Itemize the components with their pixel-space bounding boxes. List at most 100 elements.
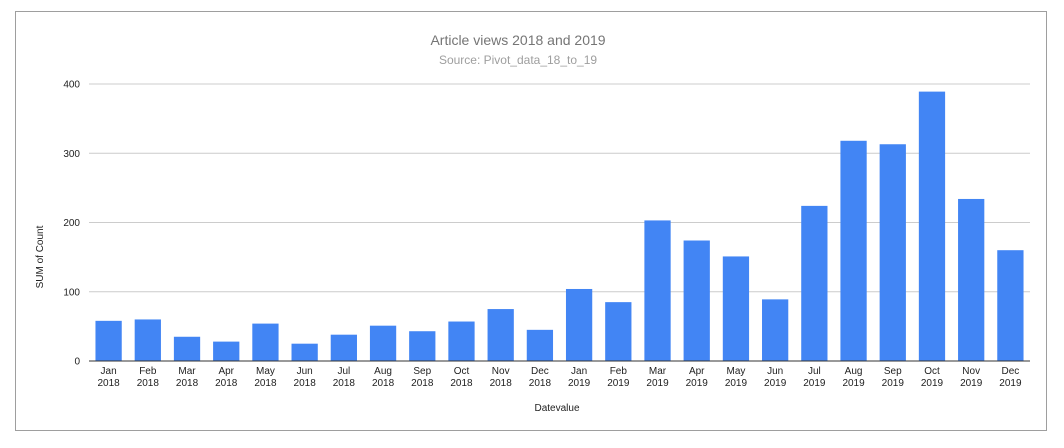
x-tick-year: 2018 xyxy=(490,378,513,389)
bar xyxy=(448,321,475,361)
x-tick-year: 2018 xyxy=(450,378,473,389)
bar xyxy=(369,325,397,361)
bar xyxy=(213,341,240,361)
x-tick-month: Sep xyxy=(413,366,431,377)
x-tick-year: 2019 xyxy=(568,378,591,389)
y-tick-label: 300 xyxy=(63,149,80,160)
x-tick-label: Aug 2018 xyxy=(372,366,395,389)
x-tick-year: 2019 xyxy=(921,378,944,389)
chart-subtitle: Source: Pivot_data_18_to_19 xyxy=(439,53,597,67)
x-tick-year: 2018 xyxy=(137,378,160,389)
x-tick-year: 2018 xyxy=(176,378,199,389)
bar xyxy=(644,220,671,361)
bar xyxy=(840,140,867,361)
bar xyxy=(683,240,710,361)
x-tick-year: 2019 xyxy=(646,378,669,389)
x-tick-label: Mar 2018 xyxy=(176,366,199,389)
x-tick-month: Apr xyxy=(218,366,234,377)
bar xyxy=(526,329,554,361)
x-tick-label: Oct 2019 xyxy=(921,366,944,389)
x-tick-label: Sep 2018 xyxy=(411,366,434,389)
x-tick-label: Jan 2019 xyxy=(568,366,591,389)
x-tick-label: Dec 2019 xyxy=(999,366,1022,389)
x-tick-label: Jul 2018 xyxy=(333,366,356,389)
x-tick-month: Feb xyxy=(139,366,157,377)
bar xyxy=(291,343,318,361)
bar xyxy=(173,336,201,361)
x-tick-month: Aug xyxy=(374,366,392,377)
bar xyxy=(801,205,828,361)
x-tick-month: Nov xyxy=(962,366,980,377)
y-tick-label: 0 xyxy=(74,357,80,368)
x-tick-label: Oct 2018 xyxy=(450,366,473,389)
x-tick-label: Feb 2018 xyxy=(137,366,160,389)
bar xyxy=(95,320,122,361)
bar xyxy=(997,250,1024,361)
x-tick-label: Nov 2018 xyxy=(490,366,513,389)
x-tick-year: 2019 xyxy=(999,378,1022,389)
x-tick-month: Nov xyxy=(492,366,510,377)
x-tick-month: Feb xyxy=(610,366,628,377)
x-tick-year: 2018 xyxy=(294,378,317,389)
x-tick-year: 2019 xyxy=(725,378,748,389)
x-tick-label: May 2018 xyxy=(254,366,277,389)
x-tick-month: Jul xyxy=(337,366,350,377)
x-tick-label: Jul 2019 xyxy=(803,366,826,389)
x-tick-month: Dec xyxy=(1001,366,1019,377)
y-tick-label: 400 xyxy=(63,80,80,91)
x-tick-year: 2019 xyxy=(960,378,983,389)
x-tick-month: Mar xyxy=(178,366,196,377)
x-tick-label: Aug 2019 xyxy=(842,366,865,389)
x-tick-year: 2019 xyxy=(686,378,709,389)
x-tick-year: 2019 xyxy=(882,378,905,389)
x-axis-label: Datevalue xyxy=(534,403,579,414)
bar xyxy=(605,302,632,361)
x-tick-label: Apr 2019 xyxy=(686,366,709,389)
x-tick-month: Jan xyxy=(571,366,587,377)
y-axis-ticks: 0 100 200 300 400 xyxy=(63,80,80,368)
y-tick-label: 200 xyxy=(63,218,80,229)
x-tick-month: Dec xyxy=(531,366,549,377)
x-tick-year: 2018 xyxy=(333,378,356,389)
x-tick-month: Jun xyxy=(767,366,783,377)
x-tick-month: Oct xyxy=(454,366,470,377)
bar xyxy=(134,319,161,361)
x-tick-month: Jul xyxy=(808,366,821,377)
x-tick-month: Sep xyxy=(884,366,902,377)
bar-chart: Article views 2018 and 2019 Source: Pivo… xyxy=(35,32,1030,414)
bar xyxy=(722,256,750,361)
x-tick-month: May xyxy=(256,366,275,377)
x-tick-label: May 2019 xyxy=(725,366,748,389)
bar xyxy=(330,334,357,361)
x-tick-month: May xyxy=(726,366,745,377)
bar xyxy=(918,91,946,362)
bar-series xyxy=(95,91,1024,362)
x-tick-year: 2018 xyxy=(529,378,552,389)
x-tick-label: Dec 2018 xyxy=(529,366,552,389)
x-tick-label: Nov 2019 xyxy=(960,366,983,389)
x-tick-year: 2018 xyxy=(411,378,434,389)
x-tick-month: Jan xyxy=(101,366,117,377)
bar xyxy=(252,323,279,361)
chart-frame: Article views 2018 and 2019 Source: Pivo… xyxy=(15,11,1047,431)
y-gridlines xyxy=(89,83,1030,293)
x-tick-label: Jun 2019 xyxy=(764,366,787,389)
x-tick-label: Sep 2019 xyxy=(882,366,905,389)
x-tick-label: Mar 2019 xyxy=(646,366,669,389)
x-tick-year: 2019 xyxy=(842,378,865,389)
bar xyxy=(409,331,436,361)
x-tick-month: Jun xyxy=(297,366,313,377)
bar xyxy=(879,144,906,361)
x-tick-year: 2018 xyxy=(254,378,277,389)
x-tick-month: Aug xyxy=(845,366,863,377)
x-tick-year: 2018 xyxy=(215,378,238,389)
chart-title: Article views 2018 and 2019 xyxy=(430,32,605,48)
x-tick-year: 2018 xyxy=(97,378,120,389)
bar xyxy=(958,198,985,361)
x-tick-label: Jun 2018 xyxy=(294,366,317,389)
x-tick-month: Oct xyxy=(924,366,940,377)
x-tick-year: 2019 xyxy=(764,378,787,389)
x-tick-month: Apr xyxy=(689,366,705,377)
x-tick-label: Jan 2018 xyxy=(97,366,120,389)
bar xyxy=(762,299,789,361)
